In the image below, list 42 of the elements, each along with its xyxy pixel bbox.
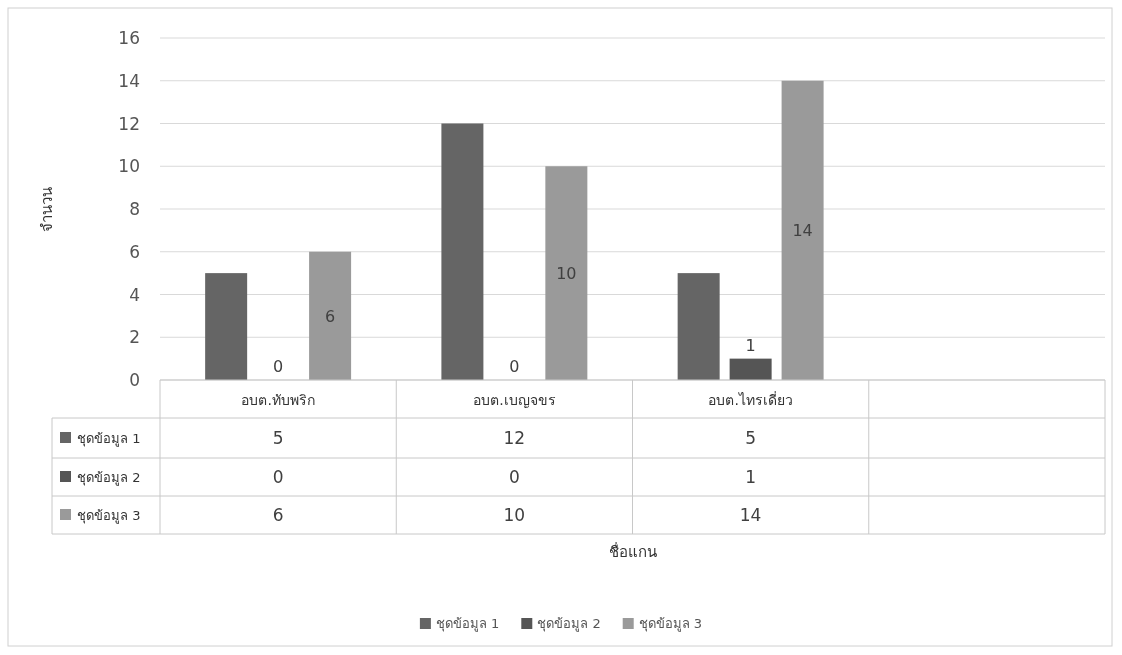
x-tick-label: อบต.เบญจขร: [473, 392, 556, 408]
bar: [545, 166, 588, 380]
data-label: 5: [272, 428, 284, 448]
bar: [205, 273, 248, 380]
bar: [309, 251, 352, 380]
y-tick-label: 12: [118, 113, 140, 134]
bar: [781, 80, 824, 380]
legend-label: ชุดข้อมูล 1: [77, 431, 141, 447]
text: ชุดข้อมูล 1: [435, 616, 500, 631]
data-label: 5: [745, 428, 757, 448]
y-tick-label: 16: [118, 28, 140, 48]
text: ชื่อแกน: [608, 541, 657, 561]
data-label: 12: [503, 428, 526, 448]
data-label: 0: [272, 467, 284, 487]
data-label: 14: [739, 505, 762, 525]
bar: [677, 273, 720, 380]
x-tick-label: อบต.ทับพริก: [241, 392, 315, 408]
annotation: 6: [325, 306, 336, 326]
y-axis-title: จำนวน: [38, 186, 56, 232]
y-tick-label: 6: [129, 241, 140, 262]
text: ชุดข้อมูล 3: [638, 616, 703, 631]
bar: [729, 358, 772, 380]
annotation: 1: [745, 335, 756, 355]
y-tick-label: 0: [129, 370, 140, 390]
data-label: 6: [272, 505, 284, 525]
text: ชุดข้อมูล 2: [77, 470, 141, 485]
y-tick-label: 8: [129, 199, 140, 219]
y-tick-label: 4: [129, 284, 140, 305]
data-label: 0: [508, 467, 520, 487]
annotation: 0: [273, 357, 284, 376]
annotation: 0: [509, 357, 520, 376]
data-label: 1: [745, 467, 757, 487]
data-label: 10: [503, 505, 526, 525]
annotation: 14: [792, 221, 813, 241]
y-tick-label: 10: [118, 156, 140, 177]
y-tick-label: 14: [118, 70, 140, 91]
x-tick-label: อบต.ไทรเดี่ยว: [708, 391, 793, 408]
annotation: 10: [556, 264, 577, 284]
bar: [441, 123, 484, 380]
y-tick-label: 2: [129, 327, 140, 348]
legend-label: ชุดข้อมูล 3: [77, 508, 141, 524]
legend-label: ชุดข้อมูล 2: [537, 616, 601, 632]
